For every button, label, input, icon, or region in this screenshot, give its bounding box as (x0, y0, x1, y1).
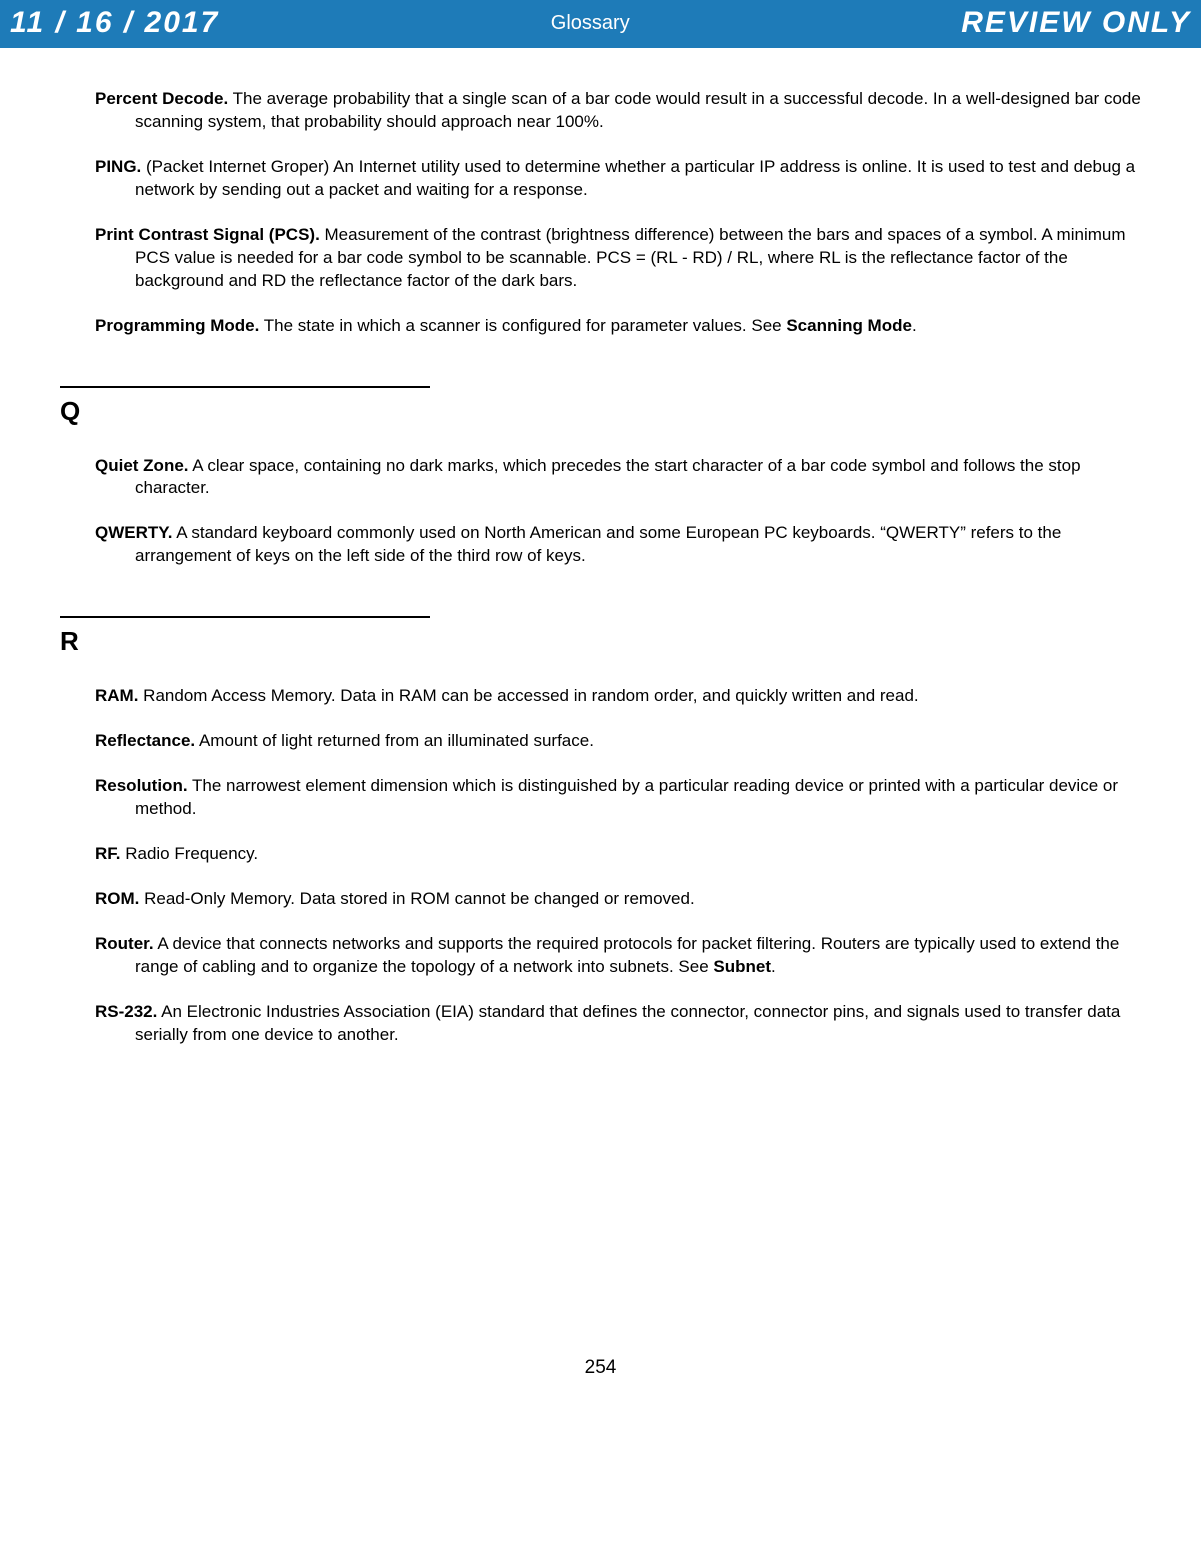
header-stamp: REVIEW ONLY (961, 6, 1191, 40)
header-date: 11 / 16 / 2017 (10, 6, 219, 40)
glossary-entry: Percent Decode. The average probability … (95, 88, 1141, 134)
glossary-entry: Resolution. The narrowest element dimens… (95, 775, 1141, 821)
glossary-term: RF. (95, 844, 121, 863)
glossary-entry: Programming Mode. The state in which a s… (95, 315, 1141, 338)
glossary-tail: . (771, 957, 776, 976)
glossary-entry: PING. (Packet Internet Groper) An Intern… (95, 156, 1141, 202)
glossary-term: ROM. (95, 889, 139, 908)
glossary-definition: (Packet Internet Groper) An Internet uti… (135, 157, 1135, 199)
glossary-entry: RS-232. An Electronic Industries Associa… (95, 1001, 1141, 1047)
glossary-term: Quiet Zone. (95, 456, 189, 475)
page-number: 254 (60, 1357, 1141, 1389)
glossary-entry: Print Contrast Signal (PCS). Measurement… (95, 224, 1141, 293)
entries-q: Quiet Zone. A clear space, containing no… (60, 455, 1141, 569)
glossary-definition: Amount of light returned from an illumin… (195, 731, 594, 750)
glossary-definition: A clear space, containing no dark marks,… (135, 456, 1081, 498)
glossary-term: Print Contrast Signal (PCS). (95, 225, 320, 244)
glossary-entry: QWERTY. A standard keyboard commonly use… (95, 522, 1141, 568)
glossary-term: Resolution. (95, 776, 188, 795)
header-bar: 11 / 16 / 2017 Glossary REVIEW ONLY (0, 0, 1201, 48)
glossary-definition: Read-Only Memory. Data stored in ROM can… (139, 889, 694, 908)
see-reference: Subnet (713, 957, 771, 976)
glossary-term: RS-232. (95, 1002, 157, 1021)
glossary-definition: Random Access Memory. Data in RAM can be… (138, 686, 918, 705)
glossary-definition: An Electronic Industries Association (EI… (135, 1002, 1120, 1044)
glossary-entry: ROM. Read-Only Memory. Data stored in RO… (95, 888, 1141, 911)
glossary-definition: The average probability that a single sc… (135, 89, 1141, 131)
glossary-definition: The state in which a scanner is configur… (259, 316, 786, 335)
section-letter-q: Q (60, 396, 1141, 427)
glossary-tail: . (912, 316, 917, 335)
glossary-entry: Router. A device that connects networks … (95, 933, 1141, 979)
glossary-entry: RF. Radio Frequency. (95, 843, 1141, 866)
entries-top: Percent Decode. The average probability … (60, 88, 1141, 338)
glossary-term: Router. (95, 934, 154, 953)
glossary-term: PING. (95, 157, 141, 176)
page-content: Percent Decode. The average probability … (0, 48, 1201, 1419)
glossary-entry: Reflectance. Amount of light returned fr… (95, 730, 1141, 753)
section-divider-r (60, 616, 430, 618)
glossary-term: Reflectance. (95, 731, 195, 750)
glossary-term: Percent Decode. (95, 89, 228, 108)
header-title: Glossary (551, 12, 630, 35)
see-reference: Scanning Mode (786, 316, 912, 335)
section-letter-r: R (60, 626, 1141, 657)
section-divider-q (60, 386, 430, 388)
glossary-term: RAM. (95, 686, 138, 705)
glossary-term: QWERTY. (95, 523, 172, 542)
glossary-term: Programming Mode. (95, 316, 259, 335)
glossary-definition: Radio Frequency. (121, 844, 259, 863)
glossary-definition: A standard keyboard commonly used on Nor… (135, 523, 1061, 565)
glossary-entry: RAM. Random Access Memory. Data in RAM c… (95, 685, 1141, 708)
entries-r: RAM. Random Access Memory. Data in RAM c… (60, 685, 1141, 1046)
glossary-definition: The narrowest element dimension which is… (135, 776, 1118, 818)
glossary-definition: A device that connects networks and supp… (135, 934, 1119, 976)
glossary-entry: Quiet Zone. A clear space, containing no… (95, 455, 1141, 501)
